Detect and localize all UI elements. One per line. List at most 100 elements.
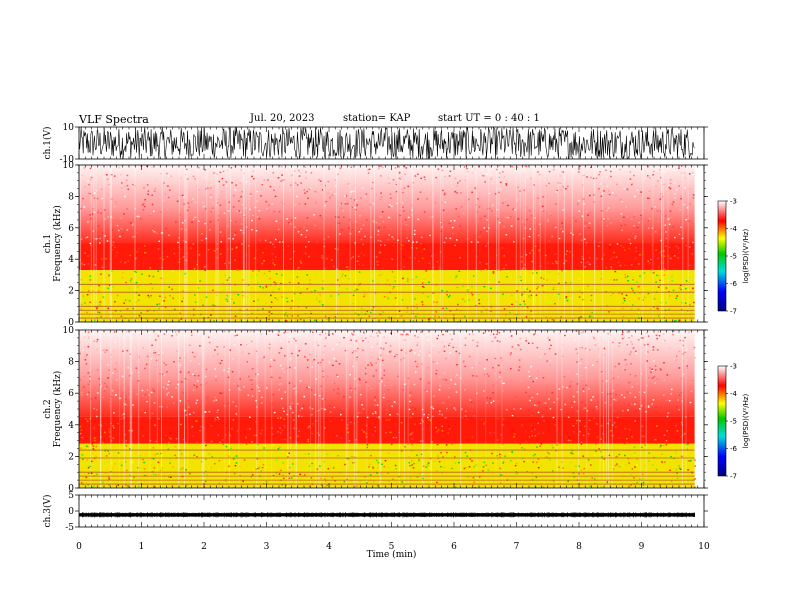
ch1-spec-px	[672, 226, 675, 228]
ch1-spec-px	[184, 272, 187, 274]
ch1-spec-px	[659, 252, 661, 254]
ch2-spec-px	[155, 359, 158, 362]
ch1-spec-px	[183, 256, 185, 258]
ch1-spec-px	[678, 167, 680, 169]
ch1-spec-px	[647, 220, 650, 222]
ch1-spec-px	[158, 240, 160, 242]
ch2-spec-px	[570, 423, 573, 425]
ch1-spec-px	[465, 288, 467, 290]
ch2-spec-px	[137, 467, 139, 469]
ch1-spec-px	[548, 321, 550, 322]
ch2-spec-px	[609, 404, 612, 406]
ch2-spec-px	[624, 359, 627, 361]
ch2-spec-px	[186, 379, 189, 381]
ch2-spec-px	[537, 467, 540, 469]
ch2-spec-px	[651, 403, 653, 405]
ch2-spec-px	[313, 359, 316, 361]
ch1-spec-px	[654, 231, 657, 233]
ch2-spec-px	[500, 334, 502, 336]
ch1-spec-px	[265, 201, 268, 203]
ch2-spec-px	[611, 424, 614, 426]
ch2-spec-px	[222, 439, 224, 441]
ch1-spec-px	[274, 195, 277, 198]
ch1-spec-px	[269, 277, 271, 280]
ch1-spec-px	[510, 301, 512, 303]
ch1-spec-px	[316, 241, 318, 243]
ch2-spec-px	[98, 378, 100, 380]
ch2-spec-px	[96, 415, 98, 418]
ch2-spec-px	[80, 429, 83, 431]
ch1-spec-px	[491, 205, 493, 207]
ch2-spec-px	[545, 407, 548, 409]
ch1-spec-px	[186, 252, 188, 255]
ch2-spec-px	[210, 486, 212, 488]
ch2-spec-px	[366, 436, 368, 438]
ch2-spec-px	[281, 446, 283, 448]
ch1-spec-px	[183, 203, 186, 205]
ch2-spec-px	[179, 357, 181, 359]
ch1-spec-px	[150, 295, 152, 297]
ch2-spec-px	[283, 389, 286, 391]
ch2-spec-px	[129, 447, 131, 450]
ch1-spec-px	[557, 273, 559, 275]
ch1-spec-px	[193, 308, 195, 311]
ch1-spec-px	[361, 246, 363, 248]
ch2-spec-px	[436, 387, 439, 389]
ch1-spec-px	[506, 276, 508, 278]
ch2-spec-px	[362, 349, 364, 351]
ch2-spec-px	[449, 453, 451, 455]
ch1-spec-px	[251, 219, 253, 222]
ch2-spec-px	[130, 330, 132, 333]
ch2-spec-px	[409, 350, 411, 352]
ch2-spec-px	[140, 395, 143, 397]
ch2-spec-px	[666, 430, 668, 432]
ch1-spec-px	[466, 226, 469, 228]
ch1-spec-px	[392, 287, 394, 290]
ch1-spec-px	[274, 238, 277, 241]
ch1-spec-px	[500, 188, 502, 190]
ch1-spec-px	[351, 206, 354, 208]
ch1-spec-px	[142, 184, 144, 186]
ch2-spec-px	[107, 364, 109, 366]
ch2-spec-px	[228, 389, 231, 391]
ch2-spec-px	[558, 466, 560, 468]
ch1-spec-px	[486, 173, 488, 175]
ch2-spec-px	[149, 439, 152, 442]
ch1-spec-px	[442, 189, 444, 192]
ch1-spec-px	[517, 186, 519, 188]
ch1-spec-px	[135, 271, 137, 273]
ch1-spec-px	[412, 241, 414, 243]
ch1-spec-px	[137, 286, 139, 288]
ch2-spec-px	[226, 397, 228, 399]
ch1-spec-px	[103, 192, 105, 194]
ch1-spec-px	[478, 299, 480, 301]
ch1-spec-px	[380, 196, 383, 198]
ch1-spec-px	[290, 260, 292, 262]
ch2-spec-px	[593, 337, 595, 339]
ch2-spec-px	[87, 467, 90, 469]
ch2-spec-px	[534, 435, 537, 437]
ch1-spec-px	[126, 174, 129, 177]
ch1-spec-px	[256, 320, 259, 322]
ch1-spec-px	[289, 223, 292, 225]
ch1-spec-px	[606, 209, 608, 211]
ch1-spec-px	[548, 170, 551, 173]
ch2-spec-px	[270, 330, 273, 332]
ch2-spec-px	[185, 390, 187, 392]
ch2-spec-px	[539, 445, 541, 447]
ch2-spec-px	[311, 366, 314, 368]
ch2-spec-px	[651, 377, 654, 379]
ch2-spec-px	[79, 352, 81, 355]
ch1-spec-px	[206, 224, 208, 226]
ch2-spec-px	[530, 365, 532, 368]
ch1-spec-px	[354, 243, 356, 245]
ch1-spec-px	[196, 263, 198, 266]
ch2-spec-px	[617, 464, 619, 467]
ch1-spec-px	[282, 231, 284, 233]
ch2-spec-px	[427, 413, 430, 416]
ch1-spec-image	[79, 165, 695, 322]
ch1-spec-px	[120, 228, 123, 230]
ch2-spec-px	[468, 425, 470, 427]
ch1-spec-px	[261, 184, 264, 186]
ch1-spec-px	[555, 260, 557, 263]
